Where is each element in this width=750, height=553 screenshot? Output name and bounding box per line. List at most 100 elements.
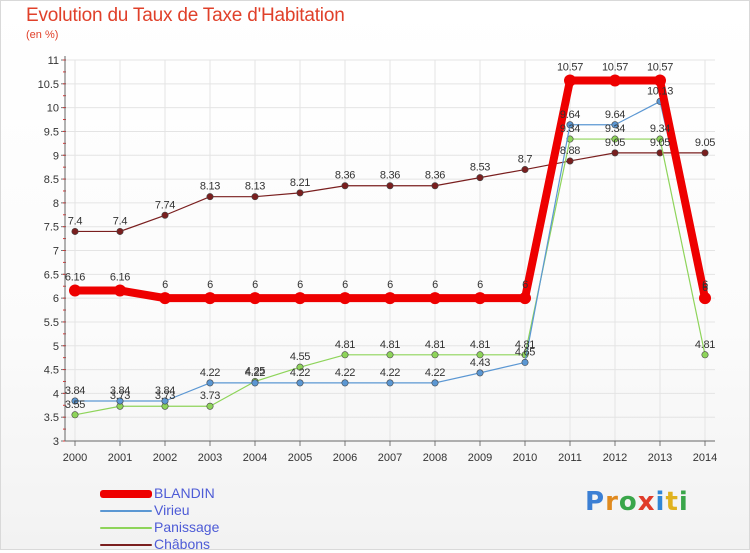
data-label-blandin: 6 xyxy=(162,279,168,291)
data-label-panissage: 4.81 xyxy=(470,339,490,351)
data-point-chabons xyxy=(521,166,529,174)
data-label-panissage: 4.81 xyxy=(695,339,715,351)
y-tick-label: 4 xyxy=(53,388,59,400)
data-point-panissage xyxy=(431,351,439,359)
data-point-virieu xyxy=(296,379,304,387)
data-point-virieu xyxy=(521,358,529,366)
data-point-blandin xyxy=(204,292,216,305)
y-tick-label: 10.5 xyxy=(38,79,59,91)
data-label-blandin: 6 xyxy=(297,279,303,291)
data-point-chabons xyxy=(431,182,439,190)
data-label-blandin: 6 xyxy=(702,279,708,291)
y-tick-label: 9 xyxy=(53,150,59,162)
data-point-virieu xyxy=(161,397,169,405)
data-label-blandin: 6.16 xyxy=(110,272,130,284)
data-label-virieu: 4.22 xyxy=(335,367,355,379)
data-label-blandin: 6 xyxy=(252,279,258,291)
x-tick-label: 2001 xyxy=(108,452,132,464)
data-point-virieu xyxy=(206,379,214,387)
data-label-virieu: 10.13 xyxy=(647,85,673,97)
y-tick-label: 4.5 xyxy=(44,365,59,377)
data-label-blandin: 6 xyxy=(342,279,348,291)
data-label-blandin: 10.57 xyxy=(647,61,673,73)
legend-swatch xyxy=(100,510,152,512)
x-tick-label: 2003 xyxy=(198,452,222,464)
data-point-panissage xyxy=(341,351,349,359)
data-point-chabons xyxy=(386,182,394,190)
data-label-virieu: 4.43 xyxy=(470,357,490,369)
data-label-blandin: 6 xyxy=(387,279,393,291)
data-label-panissage: 9.34 xyxy=(560,123,580,135)
logo-letter: P xyxy=(585,487,606,517)
data-label-chabons: 7.74 xyxy=(155,199,175,211)
data-point-blandin xyxy=(609,74,621,87)
data-label-virieu: 4.65 xyxy=(515,346,535,358)
x-tick-label: 2014 xyxy=(693,452,717,464)
data-point-panissage xyxy=(476,351,484,359)
y-tick-label: 3 xyxy=(53,436,59,448)
data-point-panissage xyxy=(701,351,709,359)
data-point-chabons xyxy=(611,149,619,157)
data-point-chabons xyxy=(341,182,349,190)
data-label-panissage: 3.55 xyxy=(65,399,85,411)
x-tick-label: 2002 xyxy=(153,452,177,464)
data-point-panissage xyxy=(386,351,394,359)
y-tick-label: 5.5 xyxy=(44,317,59,329)
data-label-panissage: 4.55 xyxy=(290,351,310,363)
data-label-blandin: 10.57 xyxy=(602,61,628,73)
data-labels-layer: 7.4 7.4 7.74 8.13 8.13 8.21 8.36 8.36 8.36 8.53 8.… xyxy=(65,61,716,411)
x-tick-label: 2009 xyxy=(468,452,492,464)
data-point-blandin xyxy=(699,292,711,305)
data-point-blandin xyxy=(69,284,81,297)
y-tick-label: 7 xyxy=(53,246,59,258)
data-label-chabons: 8.7 xyxy=(518,154,533,166)
data-label-chabons: 8.53 xyxy=(470,162,490,174)
data-label-chabons: 9.05 xyxy=(695,137,715,149)
data-label-chabons: 7.4 xyxy=(113,215,128,227)
data-point-blandin xyxy=(294,292,306,305)
data-point-panissage xyxy=(611,135,619,143)
data-label-virieu: 4.22 xyxy=(200,367,220,379)
legend-swatch xyxy=(100,490,152,498)
data-point-panissage xyxy=(206,402,214,410)
y-tick-label: 10 xyxy=(47,103,59,115)
data-label-chabons: 8.21 xyxy=(290,177,310,189)
data-label-chabons: 8.36 xyxy=(335,170,355,182)
x-tick-label: 2013 xyxy=(648,452,672,464)
y-tick-label: 11 xyxy=(48,55,59,67)
data-label-virieu: 4.22 xyxy=(290,367,310,379)
data-point-panissage xyxy=(71,411,79,419)
y-tick-label: 8 xyxy=(53,198,59,210)
data-label-chabons: 9.05 xyxy=(605,137,625,149)
x-tick-label: 2005 xyxy=(288,452,312,464)
data-label-chabons: 9.05 xyxy=(650,137,670,149)
y-tick-label: 6.5 xyxy=(44,269,59,281)
data-label-blandin: 6 xyxy=(522,279,528,291)
axes-layer: 33.544.555.566.577.588.599.51010.5112000… xyxy=(38,55,718,464)
legend-label: Panissage xyxy=(154,519,220,535)
legend-swatch xyxy=(100,544,152,546)
logo-letter: i xyxy=(678,487,689,517)
data-point-virieu xyxy=(116,397,124,405)
data-label-blandin: 6 xyxy=(207,279,213,291)
logo-letter: o xyxy=(618,487,638,517)
data-point-chabons xyxy=(566,157,574,165)
logo-letter: i xyxy=(655,487,666,517)
legend-label: Châbons xyxy=(154,536,211,552)
data-point-chabons xyxy=(116,227,124,235)
data-label-blandin: 6 xyxy=(477,279,483,291)
y-tick-label: 6 xyxy=(53,293,59,305)
x-tick-label: 2006 xyxy=(333,452,357,464)
data-label-panissage: 4.81 xyxy=(425,339,445,351)
data-point-panissage xyxy=(656,135,664,143)
legend-swatch xyxy=(100,527,152,529)
data-label-blandin: 6.16 xyxy=(65,272,85,284)
data-label-panissage: 9.34 xyxy=(605,123,625,135)
data-point-blandin xyxy=(429,292,441,305)
data-point-chabons xyxy=(296,189,304,197)
data-point-virieu xyxy=(71,397,79,405)
y-tick-label: 3.5 xyxy=(44,412,59,424)
data-point-chabons xyxy=(161,211,169,219)
data-label-panissage: 4.81 xyxy=(335,339,355,351)
